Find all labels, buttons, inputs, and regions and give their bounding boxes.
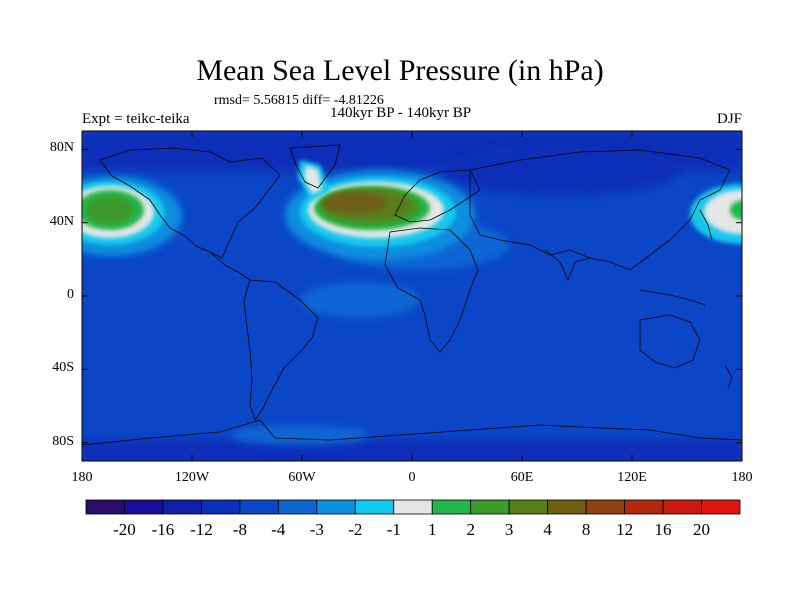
- colorbar-swatch: [470, 499, 510, 515]
- np-east-ring-3: [730, 200, 742, 220]
- y-tick-label: 80N: [49, 140, 74, 156]
- period-subtitle: 140kyr BP - 140kyr BP: [330, 105, 472, 121]
- field-southern-light: [230, 425, 370, 445]
- coast-greenland: [289, 144, 341, 189]
- colorbar-swatch: [239, 499, 279, 515]
- colorbar-swatch: [85, 499, 125, 515]
- field-southern: [82, 440, 742, 461]
- colorbar-swatch: [124, 499, 164, 515]
- colorbar-label: 4: [543, 520, 552, 539]
- colorbar-swatch: [701, 499, 741, 515]
- colorbar-label: -12: [190, 520, 213, 539]
- colorbar-label: -8: [232, 520, 247, 539]
- x-tick-label: 60E: [510, 470, 534, 485]
- colorbar-swatch: [393, 499, 433, 515]
- colorbar-label: -3: [309, 520, 324, 539]
- colorbar-label: 3: [504, 520, 514, 539]
- x-tick-label: 180: [71, 470, 93, 485]
- colorbar-label: 16: [654, 520, 672, 539]
- colorbar-label: -2: [348, 520, 363, 539]
- x-tick-label: 60W: [288, 470, 316, 485]
- coast-new-zealand: [724, 364, 733, 389]
- x-tick-label: 120W: [174, 470, 210, 485]
- coast-australia: [639, 314, 701, 369]
- colorbar-swatch: [316, 499, 356, 515]
- colorbar: [85, 499, 741, 515]
- np-east-ring-2: [704, 190, 742, 234]
- coast-asia: [469, 149, 731, 271]
- colorbar-swatch: [624, 499, 664, 515]
- colorbar-swatch: [201, 499, 241, 515]
- coast-north-america: [99, 147, 281, 259]
- greenland-tongue-inner: [304, 165, 322, 194]
- colorbar-swatch: [277, 499, 318, 515]
- colorbar-swatch: [162, 499, 202, 515]
- colorbar-label: -16: [151, 520, 175, 539]
- coast-antarctica: [82, 419, 742, 446]
- stats-subtitle: rmsd= 5.56815 diff= -4.81226: [214, 93, 384, 108]
- colorbar-label: -1: [386, 520, 401, 539]
- colorbar-swatch: [585, 499, 625, 515]
- y-tick-label: 0: [67, 287, 74, 302]
- field-siberia-dark: [440, 145, 680, 195]
- coast-africa: [384, 227, 479, 353]
- field-atlantic-tropics: [300, 282, 420, 318]
- coast-india: [544, 249, 591, 281]
- y-tick-label: 40N: [49, 213, 74, 229]
- y-tick-label: 40S: [52, 360, 74, 376]
- colorbar-label: -20: [113, 520, 136, 539]
- np-ring-5: [86, 196, 134, 224]
- coast-south-america: [243, 279, 319, 421]
- coast-se-asia: [639, 289, 706, 306]
- colorbar-label: 8: [581, 520, 591, 539]
- season-label: DJF: [716, 111, 742, 127]
- x-tick-label: 180: [731, 470, 753, 485]
- coast-central-america: [209, 251, 251, 281]
- colorbar-swatch: [354, 499, 395, 515]
- colorbar-swatch: [431, 499, 472, 515]
- colorbar-swatch: [547, 499, 587, 515]
- y-tick-label: 80S: [52, 433, 74, 449]
- colorbar-label: -4: [271, 520, 286, 539]
- colorbar-swatch: [662, 499, 702, 515]
- coastlines: [82, 144, 742, 446]
- axis-ticks: [81, 131, 743, 461]
- coast-japan: [699, 209, 713, 241]
- colorbar-swatch: [508, 499, 549, 515]
- colorbar-label: 20: [693, 520, 711, 539]
- chart-title: Mean Sea Level Pressure (in hPa): [196, 54, 604, 87]
- coast-europe: [394, 169, 481, 223]
- x-tick-label: 0: [408, 470, 416, 485]
- colorbar-label: 1: [427, 520, 437, 539]
- colorbar-label: 2: [466, 520, 475, 539]
- na-core: [323, 192, 387, 214]
- x-tick-label: 120E: [617, 470, 647, 485]
- experiment-label: Expt = teikc-teika: [82, 111, 190, 127]
- colorbar-label: 12: [616, 520, 634, 539]
